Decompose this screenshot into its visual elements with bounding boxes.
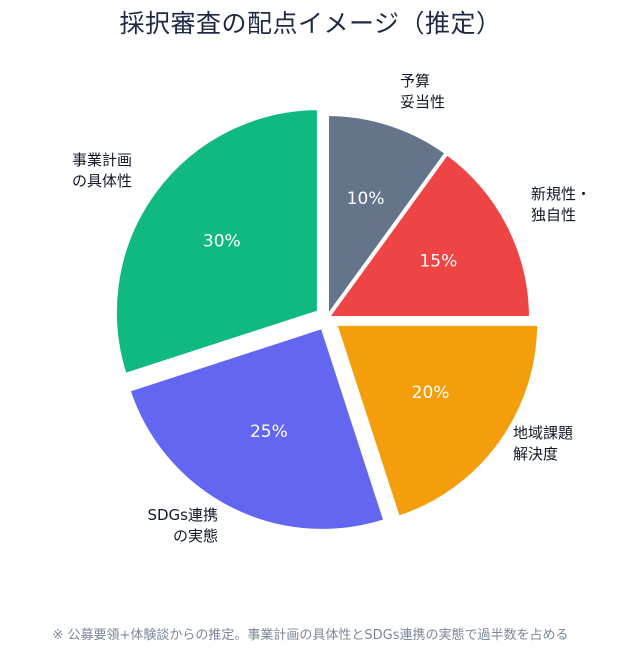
pie-category-label-0: 予算妥当性 — [400, 72, 445, 111]
pie-slice-1 — [325, 150, 533, 320]
pie-value-label-1: 15% — [419, 251, 457, 271]
pie-slice-3 — [126, 324, 388, 533]
chart-title: 採択審査の配点イメージ（推定） — [119, 9, 502, 38]
pie-slice-2 — [333, 321, 542, 520]
pie-category-label-4: 事業計画の具体性 — [72, 151, 132, 190]
pie-slice-4 — [112, 106, 321, 378]
pie-slices — [112, 106, 542, 533]
pie-category-label-2: 地域課題解決度 — [513, 424, 573, 463]
pie-category-label-1: 新規性・独自性 — [531, 185, 591, 224]
pie-value-labels: 10% 15% 20% 25% 30% — [203, 189, 457, 442]
pie-slice-0 — [325, 112, 449, 320]
pie-value-label-0: 10% — [347, 189, 385, 209]
pie-value-label-2: 20% — [412, 383, 450, 403]
footnote: ※ 公募要領+体験談からの推定。事業計画の具体性とSDGs連携の実態で過半数を占… — [52, 628, 569, 643]
pie-value-label-3: 25% — [250, 422, 288, 442]
pie-category-label-3: SDGs連携の実態 — [147, 506, 218, 545]
pie-value-label-4: 30% — [203, 232, 241, 252]
